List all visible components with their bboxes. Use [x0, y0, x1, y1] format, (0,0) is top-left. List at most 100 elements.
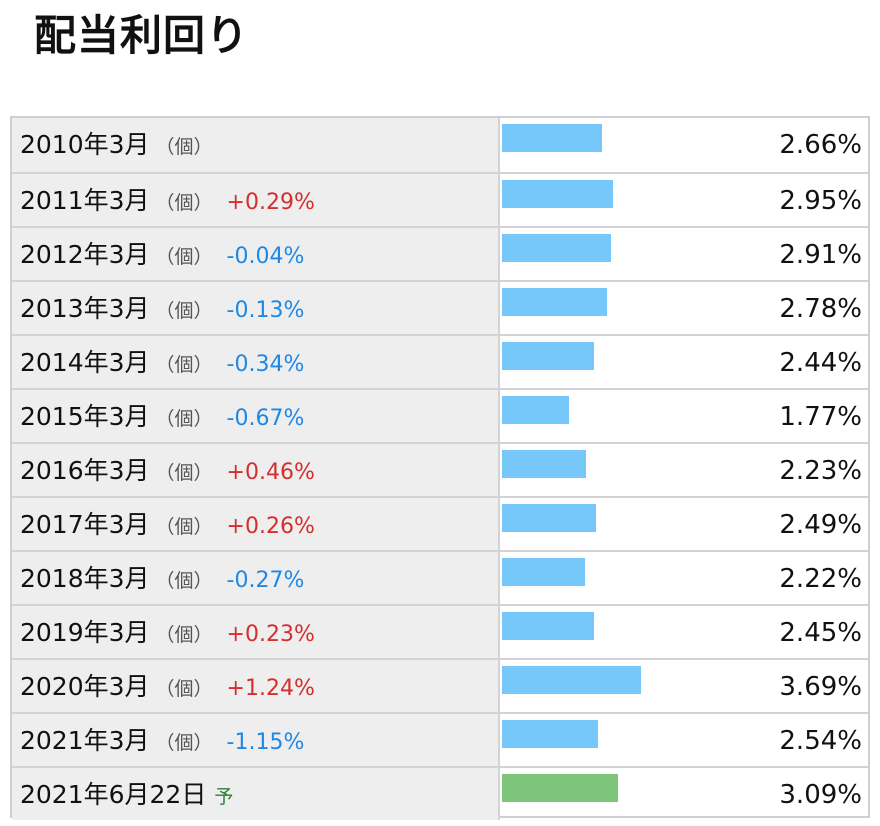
table-row: 2013年3月 （個） -0.13% 2.78% — [12, 280, 868, 334]
unit-label: （個） — [155, 570, 213, 592]
table-row: 2021年3月 （個） -1.15% 2.54% — [12, 712, 868, 766]
yield-value: 2.91% — [779, 240, 862, 270]
period-cell: 2019年3月 （個） +0.23% — [12, 606, 500, 658]
change-label: -0.27% — [226, 568, 305, 593]
change-label: -0.67% — [226, 406, 305, 431]
forecast-yield-bar — [502, 774, 618, 802]
yield-bar — [502, 504, 596, 532]
period-cell: 2013年3月 （個） -0.13% — [12, 282, 500, 334]
period-label: 2010年3月 — [20, 130, 150, 159]
period-cell: 2021年6月22日予 — [12, 768, 500, 820]
period-label-group: 2018年3月 （個） -0.27% — [20, 562, 304, 598]
period-label-group: 2017年3月 （個） +0.26% — [20, 508, 315, 544]
period-cell: 2015年3月 （個） -0.67% — [12, 390, 500, 442]
unit-label: （個） — [155, 624, 213, 646]
period-label-group: 2010年3月 （個） — [20, 128, 213, 164]
yield-bar — [502, 450, 586, 478]
table-row: 2010年3月 （個） 2.66% — [12, 118, 868, 172]
yield-value: 2.95% — [779, 186, 862, 216]
yield-value: 2.66% — [779, 130, 862, 160]
unit-label: （個） — [155, 516, 213, 538]
unit-label: （個） — [155, 354, 213, 376]
period-label-group: 2013年3月 （個） -0.13% — [20, 292, 304, 328]
dividend-yield-table: 2010年3月 （個） 2.66% 2011年3月 （個） +0.29% 2.95% 2012… — [10, 116, 870, 820]
yield-value: 2.54% — [779, 726, 862, 756]
period-cell: 2017年3月 （個） +0.26% — [12, 498, 500, 550]
yield-value: 2.23% — [779, 456, 862, 486]
yield-bar — [502, 342, 594, 370]
period-label: 2015年3月 — [20, 402, 150, 431]
period-label: 2018年3月 — [20, 564, 150, 593]
table-row: 2018年3月 （個） -0.27% 2.22% — [12, 550, 868, 604]
change-label: +0.26% — [226, 514, 315, 539]
period-cell: 2012年3月 （個） -0.04% — [12, 228, 500, 280]
period-label-group: 2014年3月 （個） -0.34% — [20, 346, 304, 382]
change-label: +0.46% — [226, 460, 315, 485]
yield-bar — [502, 124, 602, 152]
unit-label: （個） — [155, 246, 213, 268]
yield-bar — [502, 396, 569, 424]
yield-value: 2.78% — [779, 294, 862, 324]
change-label: +1.24% — [226, 676, 315, 701]
yield-bar — [502, 234, 611, 262]
table-row: 2011年3月 （個） +0.29% 2.95% — [12, 172, 868, 226]
table-row: 2021年6月22日予 3.09% — [12, 766, 868, 820]
period-label-group: 2019年3月 （個） +0.23% — [20, 616, 315, 652]
change-label: +0.23% — [226, 622, 315, 647]
period-label: 2014年3月 — [20, 348, 150, 377]
period-label: 2012年3月 — [20, 240, 150, 269]
yield-value: 2.49% — [779, 510, 862, 540]
period-cell: 2020年3月 （個） +1.24% — [12, 660, 500, 712]
period-label: 2021年6月22日 — [20, 780, 207, 809]
yield-value: 2.22% — [779, 564, 862, 594]
period-label-group: 2021年3月 （個） -1.15% — [20, 724, 304, 760]
yield-bar — [502, 666, 641, 694]
unit-label: （個） — [155, 732, 213, 754]
period-label-group: 2011年3月 （個） +0.29% — [20, 184, 315, 220]
forecast-badge: 予 — [214, 786, 234, 808]
unit-label: （個） — [155, 300, 213, 322]
table-row: 2016年3月 （個） +0.46% 2.23% — [12, 442, 868, 496]
period-label: 2017年3月 — [20, 510, 150, 539]
unit-label: （個） — [155, 408, 213, 430]
yield-bar — [502, 558, 585, 586]
yield-bar — [502, 612, 594, 640]
period-cell: 2021年3月 （個） -1.15% — [12, 714, 500, 766]
page-title: 配当利回り — [34, 11, 250, 60]
unit-label: （個） — [155, 462, 213, 484]
yield-value: 1.77% — [779, 402, 862, 432]
period-cell: 2011年3月 （個） +0.29% — [12, 174, 500, 226]
change-label: +0.29% — [226, 190, 315, 215]
yield-bar — [502, 288, 607, 316]
period-cell: 2016年3月 （個） +0.46% — [12, 444, 500, 496]
period-label-group: 2016年3月 （個） +0.46% — [20, 454, 315, 490]
period-cell: 2010年3月 （個） — [12, 118, 500, 172]
table-row: 2012年3月 （個） -0.04% 2.91% — [12, 226, 868, 280]
period-cell: 2018年3月 （個） -0.27% — [12, 552, 500, 604]
period-label: 2013年3月 — [20, 294, 150, 323]
unit-label: （個） — [155, 678, 213, 700]
period-label: 2011年3月 — [20, 186, 150, 215]
table-row: 2017年3月 （個） +0.26% 2.49% — [12, 496, 868, 550]
period-label: 2019年3月 — [20, 618, 150, 647]
period-label-group: 2015年3月 （個） -0.67% — [20, 400, 304, 436]
table-row: 2019年3月 （個） +0.23% 2.45% — [12, 604, 868, 658]
period-label-group: 2020年3月 （個） +1.24% — [20, 670, 315, 706]
period-cell: 2014年3月 （個） -0.34% — [12, 336, 500, 388]
yield-bar — [502, 720, 598, 748]
yield-value: 2.44% — [779, 348, 862, 378]
period-label-group: 2012年3月 （個） -0.04% — [20, 238, 304, 274]
change-label: -1.15% — [226, 730, 305, 755]
yield-value: 3.69% — [779, 672, 862, 702]
unit-label: （個） — [155, 192, 213, 214]
period-label-group: 2021年6月22日予 — [20, 778, 233, 814]
change-label: -0.13% — [226, 298, 305, 323]
unit-label: （個） — [155, 136, 213, 158]
period-label: 2016年3月 — [20, 456, 150, 485]
table-row: 2014年3月 （個） -0.34% 2.44% — [12, 334, 868, 388]
yield-value: 3.09% — [779, 780, 862, 810]
period-label: 2021年3月 — [20, 726, 150, 755]
change-label: -0.04% — [226, 244, 305, 269]
yield-value: 2.45% — [779, 618, 862, 648]
change-label: -0.34% — [226, 352, 305, 377]
